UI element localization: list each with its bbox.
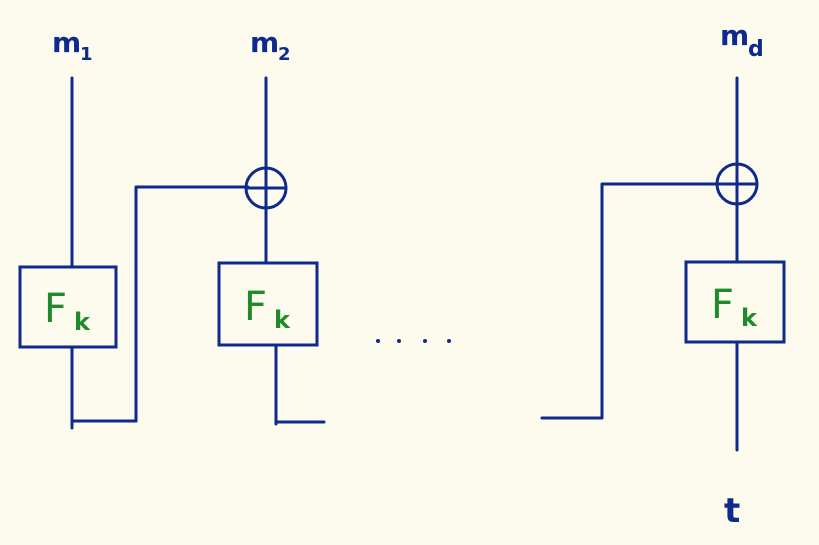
m2-subscript: 2 bbox=[278, 44, 291, 65]
output-tag-label: t bbox=[724, 491, 740, 531]
xor-2 bbox=[244, 166, 288, 210]
input-label-m1: m 1 bbox=[52, 26, 93, 65]
xor-d bbox=[715, 162, 759, 206]
block2-subscript: k bbox=[274, 306, 291, 334]
m1-base: m bbox=[52, 26, 81, 59]
wire-chain-1-to-xor2 bbox=[134, 185, 250, 423]
function-block-2-label: F k bbox=[244, 284, 291, 334]
md-base: m bbox=[720, 19, 749, 52]
function-block-d bbox=[684, 260, 786, 344]
input-label-md: m d bbox=[720, 19, 764, 62]
block1-subscript: k bbox=[74, 308, 91, 336]
m2-base: m bbox=[250, 26, 279, 59]
block1-base: F bbox=[44, 286, 67, 332]
input-label-m2: m 2 bbox=[250, 26, 291, 65]
m1-subscript: 1 bbox=[80, 44, 93, 65]
blockd-base: F bbox=[711, 282, 734, 328]
function-block-1-label: F k bbox=[44, 286, 91, 336]
wire-chain-to-xord bbox=[540, 182, 719, 420]
ellipsis-icon bbox=[376, 339, 451, 343]
function-block-2 bbox=[217, 261, 319, 347]
function-block-1 bbox=[18, 265, 118, 349]
md-subscript: d bbox=[748, 37, 764, 62]
blockd-subscript: k bbox=[741, 304, 758, 332]
function-block-d-label: F k bbox=[711, 282, 758, 332]
block2-base: F bbox=[244, 284, 267, 330]
